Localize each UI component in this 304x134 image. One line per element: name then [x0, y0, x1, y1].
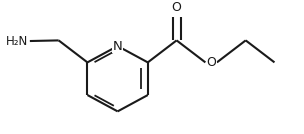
- Text: N: N: [113, 40, 123, 53]
- Text: O: O: [207, 56, 216, 69]
- Text: O: O: [172, 1, 181, 14]
- Text: H₂N: H₂N: [6, 35, 28, 48]
